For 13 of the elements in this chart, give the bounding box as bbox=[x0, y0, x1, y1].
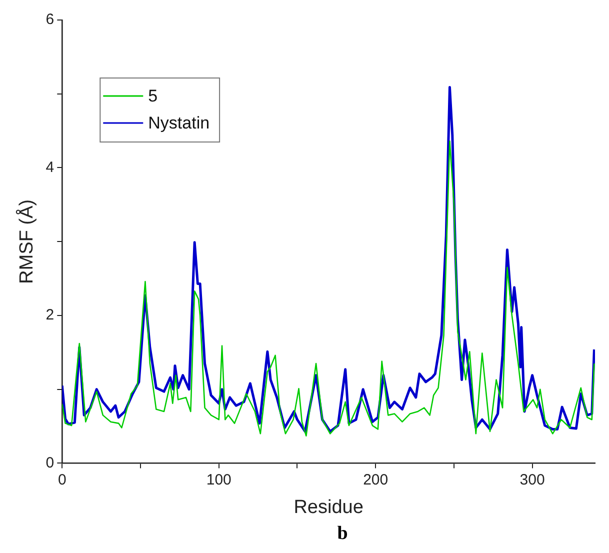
y-tick-label: 0 bbox=[46, 454, 54, 472]
legend-label: 5 bbox=[148, 86, 158, 106]
y-tick-label: 2 bbox=[46, 306, 54, 324]
x-tick-label: 300 bbox=[520, 471, 545, 488]
text: b bbox=[336, 523, 349, 545]
x-axis-title: Residue bbox=[294, 496, 364, 518]
y-tick-label: 4 bbox=[46, 158, 54, 176]
y-tick-label: 6 bbox=[46, 11, 54, 28]
x-tick-label: 200 bbox=[363, 471, 388, 488]
x-tick-label: 0 bbox=[58, 471, 66, 488]
x-tick-label: 100 bbox=[206, 471, 232, 488]
legend-label: Nystatin bbox=[148, 114, 210, 133]
y-axis-title: RMSF (Å) bbox=[16, 199, 38, 284]
